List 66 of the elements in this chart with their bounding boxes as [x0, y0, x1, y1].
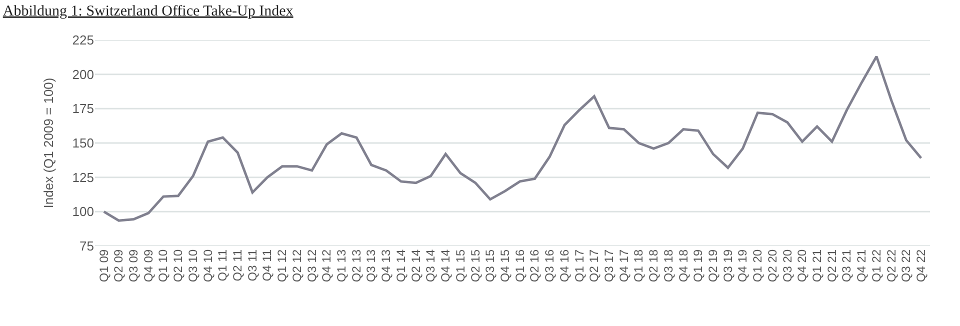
chart-title: Abbildung 1: Switzerland Office Take-Up Index	[2, 3, 294, 20]
x-tick-label: Q4 20	[795, 249, 810, 282]
x-tick-label: Q3 19	[720, 249, 735, 282]
y-tick-label: 100	[72, 204, 94, 220]
x-tick-label: Q3 13	[364, 249, 378, 282]
x-tick-label: Q3 18	[661, 249, 676, 282]
x-tick-label: Q2 13	[349, 249, 364, 282]
x-tick-label: Q4 12	[320, 249, 334, 282]
x-tick-label: Q1 09	[96, 249, 111, 282]
x-tick-label: Q2 15	[468, 249, 482, 282]
x-tick-label: Q1 10	[156, 249, 170, 282]
x-tick-label: Q4 09	[141, 249, 156, 282]
x-tick-label: Q2 10	[171, 249, 186, 282]
x-tick-label: Q1 14	[394, 249, 408, 282]
x-tick-label: Q1 17	[572, 249, 586, 282]
y-tick-label: 175	[72, 101, 94, 116]
x-tick-label: Q3 22	[899, 249, 914, 282]
x-tick-label: Q3 16	[542, 249, 557, 282]
y-tick-label: 125	[72, 170, 94, 185]
x-tick-label: Q4 10	[200, 249, 215, 282]
x-tick-label: Q1 12	[275, 249, 290, 282]
x-tick-label: Q4 21	[854, 249, 869, 282]
x-tick-label: Q2 11	[230, 249, 245, 282]
x-tick-label: Q1 18	[632, 249, 646, 282]
line-series	[102, 55, 922, 222]
x-tick-label: Q3 12	[304, 249, 319, 282]
x-tick-label: Q2 20	[765, 249, 780, 282]
x-tick-label: Q1 19	[691, 249, 706, 282]
y-tick-label: 225	[72, 32, 94, 48]
x-tick-label: Q1 16	[512, 249, 527, 282]
x-tick-label: Q3 14	[424, 249, 438, 282]
y-tick-label: 75	[80, 238, 94, 254]
y-tick-label: 150	[72, 136, 94, 151]
x-tick-label: Q2 14	[408, 249, 423, 282]
x-tick-label: Q3 10	[186, 249, 200, 282]
x-tick-label: Q1 22	[869, 249, 884, 282]
x-tick-label: Q3 09	[126, 249, 141, 282]
x-tick-label: Q3 15	[483, 249, 498, 282]
x-tick-label: Q2 22	[884, 249, 898, 282]
x-tick-label: Q4 15	[498, 249, 512, 282]
x-tick-label: Q4 17	[616, 249, 631, 282]
x-tick-label: Q4 13	[379, 249, 394, 282]
x-tick-label: Q2 19	[706, 249, 720, 282]
x-tick-label: Q1 11	[216, 249, 230, 282]
x-tick-label: Q2 16	[528, 249, 542, 282]
x-tick-label: Q2 18	[646, 249, 661, 282]
x-tick-label: Q1 15	[453, 249, 468, 282]
x-tick-label: Q3 20	[780, 249, 794, 282]
x-tick-label: Q1 20	[750, 249, 765, 282]
y-axis-title: Index (Q1 2009 = 100)	[41, 78, 56, 208]
x-tick-label: Q3 21	[840, 249, 854, 282]
x-tick-label: Q4 19	[736, 249, 750, 282]
x-tick-label: Q4 11	[260, 249, 274, 282]
x-tick-label: Q4 22	[914, 249, 928, 282]
x-tick-label: Q3 17	[602, 249, 616, 282]
x-tick-label: Q4 16	[557, 249, 572, 282]
x-tick-label: Q4 18	[676, 249, 690, 282]
x-tick-label: Q3 11	[245, 249, 260, 282]
x-tick-label: Q2 09	[112, 249, 126, 282]
x-tick-label: Q1 13	[334, 249, 349, 282]
y-tick-label: 200	[72, 66, 94, 82]
x-tick-label: Q2 12	[290, 249, 304, 282]
x-tick-label: Q1 21	[810, 249, 824, 282]
x-tick-label: Q2 21	[824, 249, 839, 282]
x-tick-label: Q2 17	[587, 249, 602, 282]
x-tick-label: Q4 14	[438, 249, 453, 282]
